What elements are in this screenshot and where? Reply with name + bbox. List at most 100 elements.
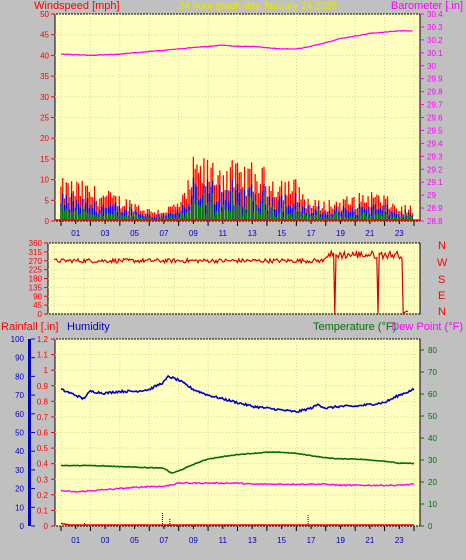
wind-tick-label-4: 20	[40, 134, 49, 143]
dir-tick-label-0: 0	[38, 310, 43, 319]
humidity-tick-label-1: 10	[15, 503, 24, 512]
baro-tick-label-14: 30.2	[427, 36, 443, 45]
climate-x-label-01: 01	[71, 536, 80, 545]
temp-tick-label-6: 60	[428, 390, 437, 399]
humidity-tick-label-7: 70	[15, 391, 24, 400]
baro-tick-label-2: 29	[427, 191, 436, 200]
temperature-line	[60, 451, 415, 474]
baro-tick-label-8: 29.6	[427, 114, 443, 123]
wind-x-label-01: 01	[71, 229, 80, 238]
temperature-axis-label: Temperature (°F)	[313, 321, 396, 333]
rain-tick-label-6: 0.6	[37, 429, 49, 438]
climate-x-label-19: 19	[336, 536, 345, 545]
climate-x-label-23: 23	[395, 536, 404, 545]
baro-tick-label-12: 30	[427, 62, 436, 71]
barometer-line	[60, 29, 413, 57]
rain-tick-label-4: 0.4	[37, 460, 49, 469]
wind-tick-label-7: 35	[40, 72, 49, 81]
wind-x-label-09: 09	[189, 229, 198, 238]
temp-tick-label-1: 10	[428, 500, 437, 509]
humidity-scale-bar	[28, 339, 31, 526]
humidity-tick-label-9: 90	[15, 354, 24, 363]
compass-n-top: N	[438, 240, 446, 252]
climate-x-label-03: 03	[101, 536, 110, 545]
rain-tick-label-0: 0	[44, 522, 49, 531]
rain-tick-label-3: 0.3	[37, 475, 49, 484]
dir-tick-label-5: 225	[29, 266, 43, 275]
baro-tick-label-11: 29.9	[427, 75, 443, 84]
wind-x-label-11: 11	[219, 229, 228, 238]
wind-x-label-15: 15	[277, 229, 286, 238]
climate-x-label-07: 07	[160, 536, 169, 545]
baro-tick-label-0: 28.8	[427, 217, 443, 226]
rain-tick-label-11: 1.1	[37, 351, 49, 360]
wind-bars	[55, 156, 420, 221]
wind-x-label-23: 23	[395, 229, 404, 238]
rain-tick-label-10: 1	[44, 366, 49, 375]
dir-tick-label-8: 360	[29, 239, 43, 248]
wind-tick-label-3: 15	[40, 155, 49, 164]
wind-x-label-05: 05	[130, 229, 139, 238]
wind-x-label-13: 13	[248, 229, 257, 238]
baro-tick-label-3: 29.1	[427, 178, 443, 187]
dir-tick-label-1: 45	[33, 301, 42, 310]
climate-x-label-13: 13	[248, 536, 257, 545]
dewpoint-axis-label: Dew Point (°F)	[391, 321, 463, 333]
dewpoint-line	[60, 481, 415, 493]
wind-tick-label-5: 25	[40, 114, 49, 123]
baro-tick-label-7: 29.5	[427, 126, 443, 135]
humidity-tick-label-0: 0	[20, 522, 25, 531]
compass-w: W	[437, 257, 448, 269]
humidity-tick-label-10: 100	[11, 335, 25, 344]
baro-tick-label-6: 29.4	[427, 139, 443, 148]
dir-tick-label-2: 90	[33, 292, 42, 301]
wind-x-label-03: 03	[101, 229, 110, 238]
climate-x-label-11: 11	[219, 536, 228, 545]
compass-n-bottom: N	[438, 306, 446, 318]
climate-x-label-15: 15	[277, 536, 286, 545]
rain-tick-label-2: 0.2	[37, 491, 49, 500]
wind-x-label-07: 07	[160, 229, 169, 238]
wind-tick-label-9: 45	[40, 31, 49, 40]
humidity-line	[60, 374, 415, 414]
wind-tick-label-1: 5	[45, 196, 50, 205]
climate-x-label-17: 17	[307, 536, 316, 545]
humidity-tick-label-2: 20	[15, 485, 24, 494]
wind-tick-label-8: 40	[40, 51, 49, 60]
humidity-tick-label-6: 60	[15, 410, 24, 419]
baro-tick-label-9: 29.7	[427, 101, 443, 110]
dir-tick-label-7: 315	[29, 248, 43, 257]
temp-tick-label-7: 70	[428, 368, 437, 377]
wind-tick-label-2: 10	[40, 176, 49, 185]
baro-tick-label-5: 29.3	[427, 152, 443, 161]
climate-x-label-05: 05	[130, 536, 139, 545]
temp-tick-label-8: 80	[428, 346, 437, 355]
wind-axis-label: Windspeed [mph]	[34, 0, 120, 12]
rain-tick-label-5: 0.5	[37, 444, 49, 453]
humidity-tick-label-3: 30	[15, 466, 24, 475]
wind-x-label-21: 21	[365, 229, 374, 238]
climate-x-label-09: 09	[189, 536, 198, 545]
temp-tick-label-4: 40	[428, 434, 437, 443]
temp-tick-label-5: 50	[428, 412, 437, 421]
humidity-tick-label-8: 80	[15, 372, 24, 381]
rain-tick-label-9: 0.9	[37, 382, 49, 391]
rain-tick-label-8: 0.8	[37, 397, 49, 406]
compass-s: S	[438, 274, 445, 286]
baro-tick-label-16: 30.4	[427, 10, 443, 19]
compass-e: E	[438, 290, 445, 302]
temp-tick-label-3: 30	[428, 456, 437, 465]
humidity-axis-label: Humidity	[67, 321, 110, 333]
dir-tick-label-3: 135	[29, 283, 43, 292]
climate-x-label-21: 21	[365, 536, 374, 545]
rain-tick-label-1: 0.1	[37, 506, 49, 515]
dir-tick-label-6: 270	[29, 257, 43, 266]
wind-tick-label-0: 0	[45, 217, 50, 226]
dir-tick-label-4: 180	[29, 275, 43, 284]
wind-x-label-17: 17	[307, 229, 316, 238]
baro-tick-label-10: 29.8	[427, 88, 443, 97]
baro-tick-label-4: 29.2	[427, 165, 443, 174]
wind-x-label-19: 19	[336, 229, 345, 238]
